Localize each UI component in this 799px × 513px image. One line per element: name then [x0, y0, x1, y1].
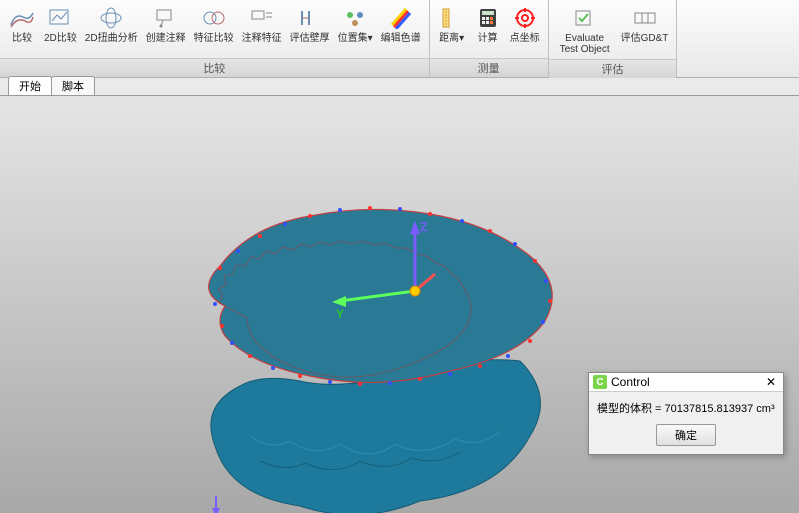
button-label: 评估GD&T [621, 33, 669, 44]
button-label: 位置集▾ [338, 33, 373, 44]
button-label: 计算 [478, 33, 498, 44]
dialog-title-text: Control [611, 375, 763, 389]
viewport-3d[interactable]: Z Y C Control ✕ 模型的体积 = 70137815.813937 … [0, 96, 799, 513]
eval-test-icon [571, 4, 599, 32]
ribbon-toolbar: 比较 2D比较 2D扭曲分析 创建注释 特征比较 注释特征 [0, 0, 799, 78]
wall-thickness-icon [296, 4, 324, 32]
control-dialog: C Control ✕ 模型的体积 = 70137815.813937 cm³ … [588, 372, 784, 455]
button-label: 距离▾ [439, 33, 464, 44]
close-icon[interactable]: ✕ [763, 375, 779, 389]
svg-text:Y: Y [336, 307, 344, 321]
annotate-feature-icon [248, 4, 276, 32]
gdt-icon [631, 4, 659, 32]
ribbon-group-label: 测量 [430, 58, 548, 77]
tab-script[interactable]: 脚本 [51, 76, 95, 95]
button-label: 编辑色谱 [381, 33, 421, 44]
app-icon: C [593, 375, 607, 389]
compare-2d-icon [46, 4, 74, 32]
tab-start[interactable]: 开始 [8, 76, 52, 95]
point-coord-button[interactable]: 点坐标 [506, 2, 544, 46]
button-label: 2D比较 [44, 33, 77, 44]
twist-icon [97, 4, 125, 32]
calculate-button[interactable]: 计算 [470, 2, 506, 46]
button-label: 点坐标 [510, 33, 540, 44]
eval-wall-button[interactable]: 评估壁厚 [286, 2, 334, 46]
dialog-titlebar[interactable]: C Control ✕ [589, 373, 783, 392]
eval-gdt-button[interactable]: 评估GD&T [617, 2, 673, 46]
document-tabs: 开始 脚本 [0, 78, 799, 96]
button-label: 特征比较 [194, 33, 234, 44]
calculator-icon [474, 4, 502, 32]
button-label: 注释特征 [242, 33, 282, 44]
button-label: 2D扭曲分析 [85, 33, 138, 44]
create-annotation-button[interactable]: 创建注释 [142, 2, 190, 46]
compare-2d-button[interactable]: 2D比较 [40, 2, 81, 46]
distance-button[interactable]: 距离▾ [434, 2, 470, 46]
button-label: 比较 [12, 33, 32, 44]
compare-icon [8, 4, 36, 32]
feature-compare-icon [200, 4, 228, 32]
compare-button[interactable]: 比较 [4, 2, 40, 46]
ruler-icon [438, 4, 466, 32]
volume-message: 模型的体积 = 70137815.813937 cm³ [597, 400, 775, 416]
annotation-icon [152, 4, 180, 32]
feature-compare-button[interactable]: 特征比较 [190, 2, 238, 46]
button-label: 创建注释 [146, 33, 186, 44]
svg-text:Z: Z [420, 220, 427, 234]
dialog-body: 模型的体积 = 70137815.813937 cm³ 确定 [589, 392, 783, 454]
position-set-button[interactable]: 位置集▾ [334, 2, 377, 46]
annotate-feature-button[interactable]: 注释特征 [238, 2, 286, 46]
ribbon-group-evaluate: Evaluate Test Object 评估GD&T 评估 [549, 0, 678, 77]
ribbon-group-compare: 比较 2D比较 2D扭曲分析 创建注释 特征比较 注释特征 [0, 0, 430, 77]
gradient-icon [387, 4, 415, 32]
eval-test-button[interactable]: Evaluate Test Object [553, 2, 617, 57]
button-label: 评估壁厚 [290, 33, 330, 44]
edit-gradient-button[interactable]: 编辑色谱 [377, 2, 425, 46]
ribbon-group-label: 评估 [549, 59, 677, 78]
twist-2d-button[interactable]: 2D扭曲分析 [81, 2, 142, 46]
ok-button[interactable]: 确定 [656, 424, 716, 446]
ribbon-group-label: 比较 [0, 58, 429, 77]
target-icon [511, 4, 539, 32]
button-label: Evaluate Test Object [557, 33, 613, 55]
ribbon-group-measure: 距离▾ 计算 点坐标 测量 [430, 0, 549, 77]
position-set-icon [341, 4, 369, 32]
